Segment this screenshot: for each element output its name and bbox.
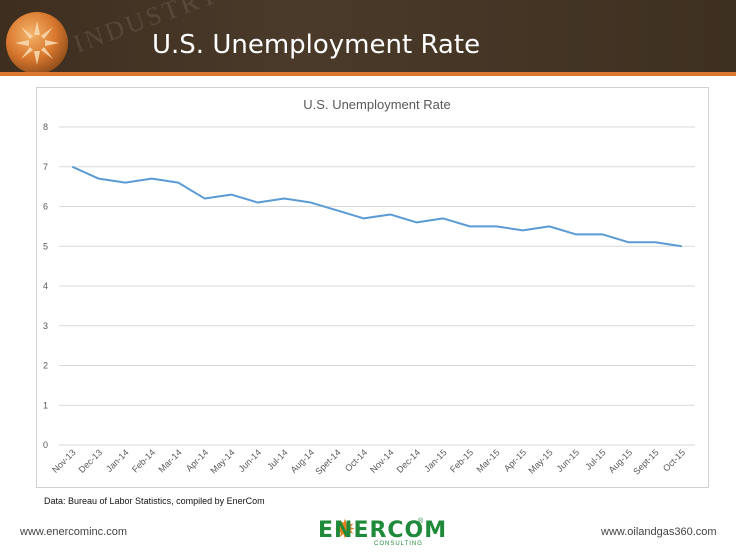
x-tick-label: Aug-14	[289, 447, 317, 475]
x-tick-label: Dec-13	[77, 447, 105, 475]
series-line-0	[71, 165, 682, 248]
x-tick-label: Oct-14	[343, 447, 369, 473]
y-tick-label: 3	[43, 321, 48, 331]
x-tick-label: Mar-15	[474, 447, 501, 474]
registered-mark: ®	[418, 518, 424, 525]
logo-subtext: CONSULTING	[374, 541, 423, 547]
footer-left-link[interactable]: www.enercominc.com	[20, 526, 127, 538]
chart-frame: U.S. Unemployment Rate 0 1 2 3 4 5 6 7 8 Nov-13 Dec…	[36, 87, 709, 488]
logo-text: ENERCOM	[318, 518, 448, 543]
header-accent-stripe	[0, 72, 736, 76]
page-title: U.S. Unemployment Rate	[152, 30, 481, 60]
sunburst-icon: ✹	[334, 514, 356, 544]
x-tick-label: Jul-15	[583, 447, 607, 471]
x-tick-label: Dec-14	[395, 447, 423, 475]
x-tick-label: Apr-15	[502, 447, 528, 473]
y-tick-label: 8	[43, 122, 48, 132]
x-tick-label: Apr-14	[184, 447, 210, 473]
footer-enercom-logo: ✹ ENERCOM ® CONSULTING	[316, 514, 446, 548]
x-tick-label: Sept-15	[631, 447, 660, 476]
y-tick-label: 1	[43, 400, 48, 410]
x-tick-label: Aug-15	[607, 447, 635, 475]
line-chart: U.S. Unemployment Rate012345678Nov-13Dec…	[43, 97, 695, 477]
y-tick-label: 0	[43, 440, 48, 450]
x-tick-label: Jan-14	[104, 447, 131, 474]
slide-header: INDUSTRY U.S. Unemployment Rate	[0, 0, 736, 74]
x-tick-label: Nov-14	[368, 447, 396, 475]
x-tick-label: Oct-15	[661, 447, 687, 473]
x-tick-label: Jun-15	[555, 447, 582, 474]
y-tick-label: 4	[43, 281, 48, 291]
y-tick-label: 6	[43, 202, 48, 212]
enercom-sun-logo-icon	[6, 12, 68, 74]
y-tick-label: 7	[43, 162, 48, 172]
y-tick-label: 5	[43, 241, 48, 251]
x-tick-label: Nov-13	[50, 447, 78, 475]
x-tick-label: Mar-14	[156, 447, 183, 474]
x-tick-label: Spet-14	[313, 447, 342, 476]
footer-right-link[interactable]: www.oilandgas360.com	[601, 526, 717, 538]
x-tick-label: May-15	[526, 447, 554, 475]
y-tick-label: 2	[43, 361, 48, 371]
x-tick-label: Feb-14	[130, 447, 157, 474]
x-tick-label: Jun-14	[237, 447, 264, 474]
x-tick-label: Jan-15	[422, 447, 449, 474]
x-tick-label: Jul-14	[265, 447, 289, 471]
chart-title: U.S. Unemployment Rate	[303, 97, 450, 112]
source-note: Data: Bureau of Labor Statistics, compil…	[44, 496, 265, 506]
x-tick-label: Feb-15	[448, 447, 475, 474]
x-tick-label: May-14	[208, 447, 236, 475]
